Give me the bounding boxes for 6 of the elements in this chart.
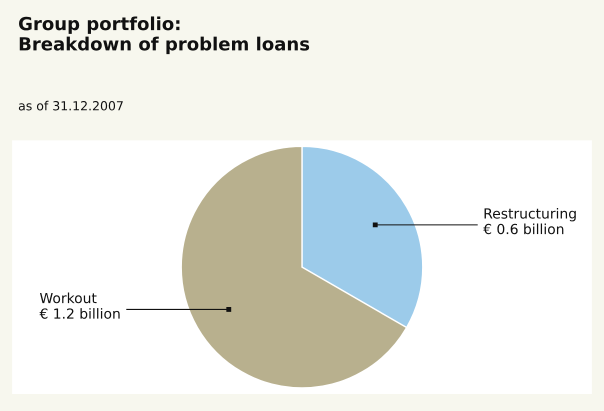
data-label: € 0.6 billion [483, 224, 564, 234]
chart-subtitle: as of 31.12.2007 [18, 100, 123, 110]
slice-label: Workout [40, 292, 97, 304]
slice-label: Restructuring [484, 208, 576, 222]
chart-title: Group portfolio: Breakdown of problem loans [19, 16, 310, 54]
data-label: € 1.2 billion [39, 308, 120, 319]
